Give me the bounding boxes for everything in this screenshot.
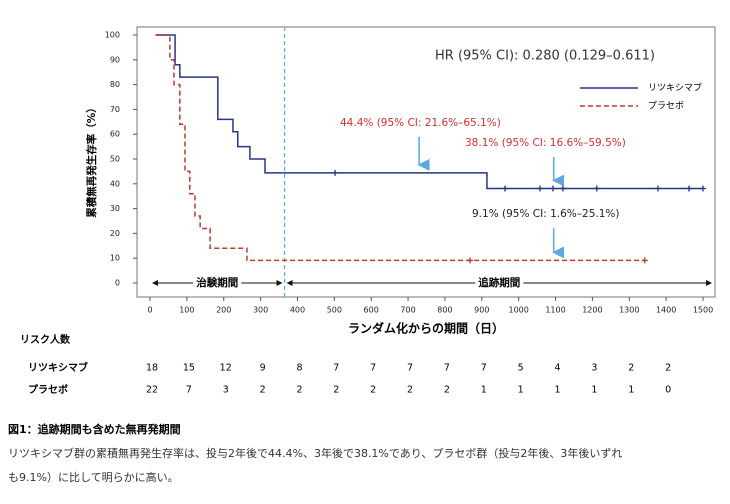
risk-value: 15	[183, 363, 195, 374]
x-tick-label: 900	[474, 306, 489, 315]
hazard-ratio: HR (95% CI): 0.280 (0.129–0.611)	[435, 49, 655, 64]
risk-value: 7	[186, 385, 192, 396]
risk-value: 12	[220, 363, 232, 374]
x-tick-label: 1200	[582, 306, 602, 315]
risk-value: 4	[555, 363, 561, 374]
y-tick-label: 30	[110, 204, 120, 213]
risk-value: 2	[260, 385, 266, 396]
x-axis-label: ランダム化からの期間（日）	[348, 321, 504, 336]
censor-mark	[549, 185, 556, 192]
x-tick-label: 800	[437, 306, 452, 315]
risk-value: 7	[444, 363, 450, 374]
risk-value: 0	[665, 385, 671, 396]
x-tick-label: 200	[216, 306, 231, 315]
x-tick-label: 600	[364, 306, 379, 315]
censor-mark	[593, 185, 600, 192]
censor-mark	[467, 257, 474, 264]
x-tick-label: 500	[327, 306, 342, 315]
phase-label: 追跡期間	[478, 276, 520, 289]
x-tick-label: 300	[253, 306, 268, 315]
risk-value: 2	[296, 385, 302, 396]
risk-value: 1	[555, 385, 561, 396]
annotation: 9.1% (95% CI: 1.6%–25.1%)	[472, 208, 619, 220]
y-tick-label: 100	[105, 31, 120, 40]
y-tick-label: 10	[110, 254, 120, 263]
x-tick-label: 1000	[508, 306, 528, 315]
censor-mark	[700, 185, 706, 192]
risk-value: 1	[518, 385, 524, 396]
risk-value: 2	[444, 385, 450, 396]
y-tick-label: 50	[110, 155, 120, 164]
risk-value: 1	[628, 385, 634, 396]
risk-row-name: リツキシマブ	[28, 361, 88, 374]
censor-mark	[332, 169, 339, 176]
x-tick-label: 400	[290, 306, 305, 315]
x-tick-label: 1300	[619, 306, 639, 315]
x-tick-label: 0	[147, 306, 152, 315]
y-tick-label: 0	[115, 279, 120, 288]
x-tick-label: 1400	[656, 306, 676, 315]
risk-value: 8	[296, 363, 302, 374]
annotation: 44.4% (95% CI: 21.6%–65.1%)	[340, 117, 501, 129]
survival-curve	[155, 34, 703, 190]
censor-mark	[685, 185, 692, 192]
risk-value: 18	[146, 363, 158, 374]
annotation: 38.1% (95% CI: 16.6%–59.5%)	[465, 137, 626, 149]
censor-mark	[537, 185, 544, 192]
censor-mark	[641, 257, 648, 264]
risk-value: 2	[333, 385, 339, 396]
y-tick-label: 80	[110, 80, 120, 89]
risk-value: 1	[591, 385, 597, 396]
y-tick-label: 40	[110, 179, 120, 188]
y-tick-label: 70	[110, 105, 120, 114]
risk-value: 1	[481, 385, 487, 396]
risk-value: 7	[333, 363, 339, 374]
risk-value: 2	[665, 363, 671, 374]
phase-label: 治験期間	[196, 276, 238, 289]
y-axis-label: 累積無再発生存率（%）	[85, 102, 98, 218]
risk-value: 3	[223, 385, 229, 396]
risk-value: 9	[260, 363, 266, 374]
legend-label: プラセボ	[648, 101, 684, 112]
risk-value: 2	[407, 385, 413, 396]
survival-curve	[155, 34, 645, 262]
y-tick-label: 90	[110, 55, 120, 64]
risk-title: リスク人数	[20, 333, 71, 346]
censor-mark	[559, 185, 566, 192]
x-tick-label: 1500	[693, 306, 713, 315]
risk-value: 22	[146, 385, 158, 396]
caption-title: 図1：追跡期間も含めた無再発期間	[8, 422, 181, 436]
plot-frame	[136, 26, 716, 298]
risk-value: 2	[628, 363, 634, 374]
risk-value: 7	[407, 363, 413, 374]
x-tick-label: 700	[400, 306, 415, 315]
risk-value: 5	[518, 363, 524, 374]
caption-line: も9.1%）に比して明らかに高い。	[8, 470, 179, 484]
risk-row-name: プラセボ	[28, 383, 68, 396]
risk-value: 7	[370, 363, 376, 374]
risk-value: 7	[481, 363, 487, 374]
legend-label: リツキシマブ	[648, 82, 702, 94]
x-tick-label: 100	[179, 306, 194, 315]
risk-value: 3	[591, 363, 597, 374]
caption-line: リツキシマブ群の累積無再発生存率は、投与2年後で44.4%、3年後で38.1%で…	[8, 446, 622, 460]
y-tick-label: 60	[110, 130, 120, 139]
x-tick-label: 1100	[545, 306, 565, 315]
y-tick-label: 20	[110, 229, 120, 238]
censor-mark	[502, 185, 509, 192]
censor-mark	[655, 185, 662, 192]
risk-value: 2	[370, 385, 376, 396]
